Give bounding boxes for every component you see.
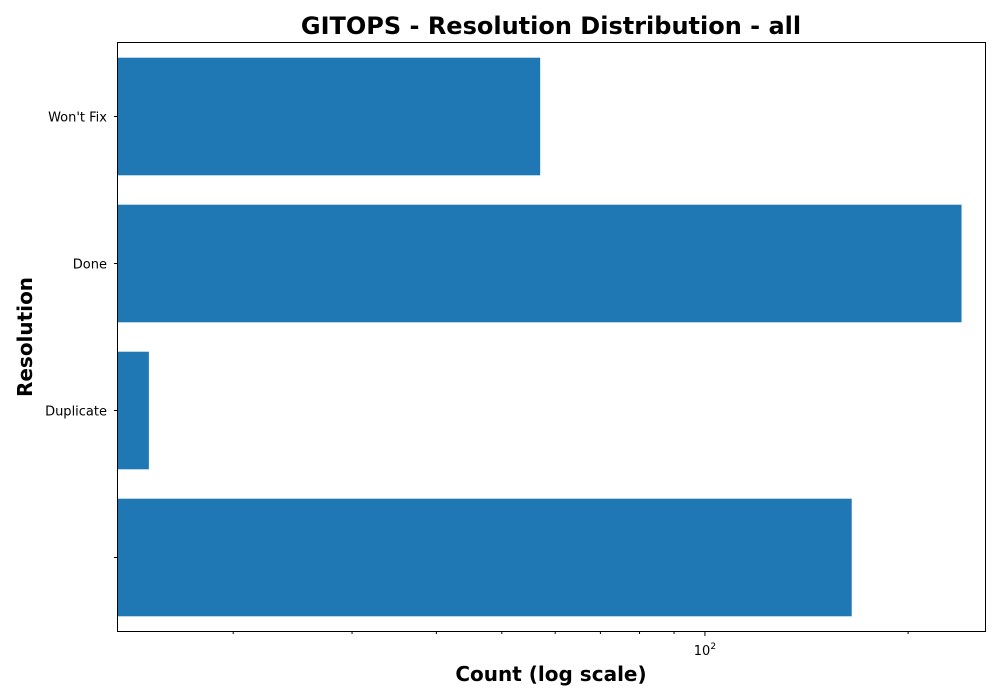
bar [118,57,541,176]
plot-frame [117,42,986,632]
chart-title: GITOPS - Resolution Distribution - all [301,12,801,40]
bar [118,498,852,617]
y-tick-label: Duplicate [45,405,107,420]
y-axis-ticks: Duplicate Done Won't Fix [45,111,118,558]
bar [118,204,962,323]
y-tick-label: Won't Fix [48,111,107,126]
y-axis-label: Resolution [13,277,37,397]
bars-group [118,57,962,617]
bar [118,351,149,470]
x-tick-label: 102 [694,642,716,659]
x-axis-ticks: 102 [232,631,909,659]
x-axis-label: Count (log scale) [455,662,646,686]
y-tick-label: Done [73,258,107,273]
